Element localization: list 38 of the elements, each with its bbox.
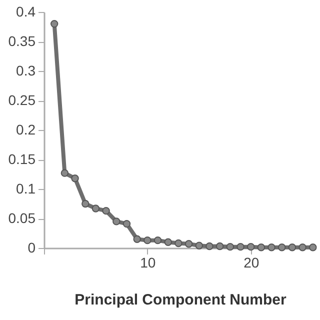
y-tick-label: 0.25 [8,92,36,108]
point [298,244,306,252]
point [257,244,266,252]
point [60,169,69,177]
point [71,174,79,182]
point [154,236,162,244]
point [288,244,296,252]
point [309,244,317,252]
y-tick-label: 0.35 [8,33,36,49]
x-tick-label: 20 [244,254,260,270]
y-tick-label: 0.1 [16,180,36,196]
point [92,204,100,212]
point [174,239,182,248]
x-axis-title: Principal Component Number [74,292,287,308]
y-tick-label: 0.3 [16,62,36,78]
point [226,242,234,251]
y-tick-label: 0.2 [16,122,36,138]
y-tick-label: 0.4 [16,4,36,20]
point [144,236,152,244]
point [112,218,120,226]
y-tick-label: 0 [28,240,36,256]
point [268,244,276,252]
point [164,238,172,246]
point [206,242,214,250]
point [50,20,58,28]
point [246,242,255,251]
point [236,242,244,251]
point [133,235,141,243]
x-tick-label: 10 [140,254,156,270]
point [102,206,110,215]
point [122,220,131,228]
point [184,240,193,248]
point [216,242,224,250]
point [278,244,286,252]
point [195,242,203,250]
y-tick-label: 0.05 [8,210,36,226]
y-tick-label: 0.15 [8,151,36,167]
point [82,200,90,208]
